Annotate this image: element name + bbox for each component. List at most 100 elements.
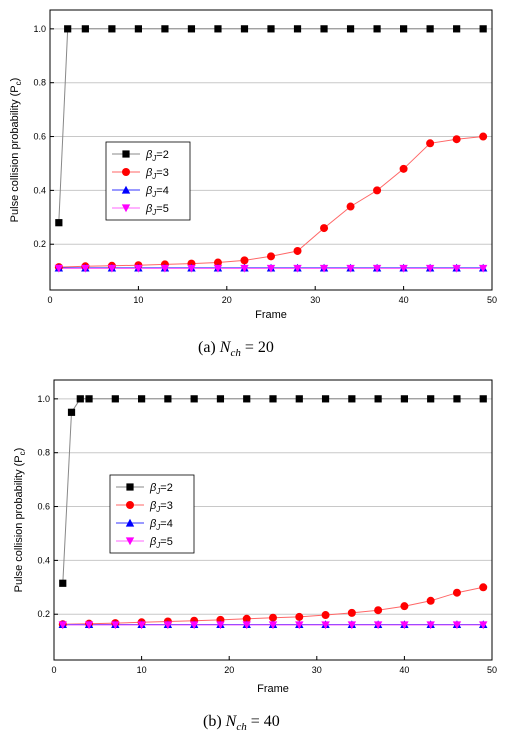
x-tick-label: 10 xyxy=(137,665,147,675)
series-2-point xyxy=(346,202,355,211)
series-1-point xyxy=(426,25,434,33)
series-2-point xyxy=(452,588,461,597)
series-1-point xyxy=(348,395,356,403)
series-2-point xyxy=(426,596,435,605)
series-4-point xyxy=(479,621,488,630)
legend-value: =5 xyxy=(160,536,173,548)
series-4-point xyxy=(319,264,329,273)
series-1-point xyxy=(295,395,303,403)
legend-value: =3 xyxy=(156,167,169,179)
legend-marker-3 xyxy=(121,185,131,194)
series-1-point xyxy=(374,395,382,403)
series-4-point xyxy=(84,621,94,630)
series-2-point xyxy=(242,614,251,623)
series-2-point xyxy=(267,252,275,261)
y-tick-label: 1.0 xyxy=(37,394,50,404)
legend-value: =2 xyxy=(156,149,169,161)
legend-symbol: β xyxy=(145,149,153,161)
series-1-point xyxy=(190,395,198,403)
legend-value: =5 xyxy=(156,203,169,215)
y-axis-title: Pulse collision probability (Pc) xyxy=(9,78,23,223)
legend-value: =2 xyxy=(160,482,173,494)
legend-label-4: βJ=5 xyxy=(149,536,173,550)
series-1-point xyxy=(479,25,487,33)
y-tick-label: 1.0 xyxy=(33,24,46,34)
legend-marker-1 xyxy=(126,483,134,491)
series-4-point xyxy=(425,264,435,273)
legend-marker-3 xyxy=(125,518,135,527)
series-1-point xyxy=(400,395,408,403)
series-1-point xyxy=(293,25,302,33)
series-4-point xyxy=(81,264,90,273)
caption-variable: N xyxy=(225,713,238,730)
legend: βJ=2βJ=3βJ=4βJ=5 xyxy=(105,141,191,221)
legend-box xyxy=(109,474,195,554)
series-2-point xyxy=(479,132,488,141)
series-4-point xyxy=(111,621,120,630)
series-4-point xyxy=(372,264,382,273)
series-1-point xyxy=(269,395,277,403)
series-4-point xyxy=(268,621,278,630)
series-4-point xyxy=(452,621,462,630)
x-tick-label: 0 xyxy=(47,295,52,305)
series-1-point xyxy=(111,395,119,403)
x-tick-label: 50 xyxy=(487,665,497,675)
y-tick-label: 0.4 xyxy=(37,555,50,565)
x-tick-label: 40 xyxy=(399,295,409,305)
series-1-point xyxy=(214,25,222,33)
series-4-point xyxy=(187,264,196,273)
series-1-point xyxy=(240,25,249,33)
legend-marker-1 xyxy=(122,150,130,158)
series-4-point xyxy=(452,264,461,273)
series-4-point xyxy=(107,264,117,273)
y-tick-label: 0.2 xyxy=(33,239,46,249)
caption-value: = 20 xyxy=(241,339,274,356)
legend-symbol: β xyxy=(149,518,157,530)
caption-label: (a) xyxy=(198,339,220,356)
series-1-point xyxy=(216,395,225,403)
series-1-point xyxy=(267,25,275,33)
y-axis-title-subscript: c xyxy=(14,81,23,85)
legend-symbol: β xyxy=(145,203,153,215)
series-1-point xyxy=(76,395,84,403)
legend-subscript: J xyxy=(155,523,161,532)
y-axis-title-text: Pulse collision probability (P xyxy=(9,85,21,222)
chart-panel-1: 0.2 0.4 0.6 0.8 1.0 0 10 20 30 40 50 Frame Pulse col… xyxy=(9,9,497,359)
series-2-point xyxy=(347,608,356,617)
legend-value: =4 xyxy=(156,185,169,197)
x-tick-label: 20 xyxy=(222,295,232,305)
series-1-point xyxy=(81,25,89,33)
series-4-point xyxy=(399,264,408,273)
series-1-point xyxy=(373,25,381,33)
series-4-point xyxy=(216,621,225,630)
x-tick-label: 30 xyxy=(310,295,320,305)
legend-value: =3 xyxy=(160,500,173,512)
y-tick-label: 0.2 xyxy=(37,609,50,619)
series-1-point xyxy=(134,25,142,33)
y-tick-label: 0.4 xyxy=(33,185,46,195)
series-4-point xyxy=(478,264,488,273)
caption-variable: N xyxy=(219,339,232,356)
legend-marker-2 xyxy=(122,168,130,176)
series-4-point xyxy=(189,621,199,630)
y-axis-title-close: ) xyxy=(13,448,25,452)
legend-box xyxy=(105,141,191,221)
series-1-point xyxy=(320,25,328,33)
legend-label-1: βJ=2 xyxy=(145,149,169,163)
legend: βJ=2βJ=3βJ=4βJ=5 xyxy=(109,474,195,554)
series-2-point xyxy=(240,256,249,265)
series-1-point xyxy=(67,408,76,416)
y-tick-label: 0.6 xyxy=(37,502,50,512)
series-4-point xyxy=(293,264,302,273)
legend-label-3: βJ=4 xyxy=(145,185,169,199)
x-axis-title: Frame xyxy=(255,309,287,321)
y-axis-title-subscript: c xyxy=(18,451,27,455)
series-2-point xyxy=(269,613,277,622)
series-4-point xyxy=(295,621,304,630)
legend-value: =4 xyxy=(160,518,173,530)
legend-marker-4 xyxy=(125,537,135,546)
series-1-point xyxy=(161,25,169,33)
series-1-point xyxy=(108,25,116,33)
series-4-point xyxy=(373,621,383,630)
legend-subscript: J xyxy=(155,505,161,514)
